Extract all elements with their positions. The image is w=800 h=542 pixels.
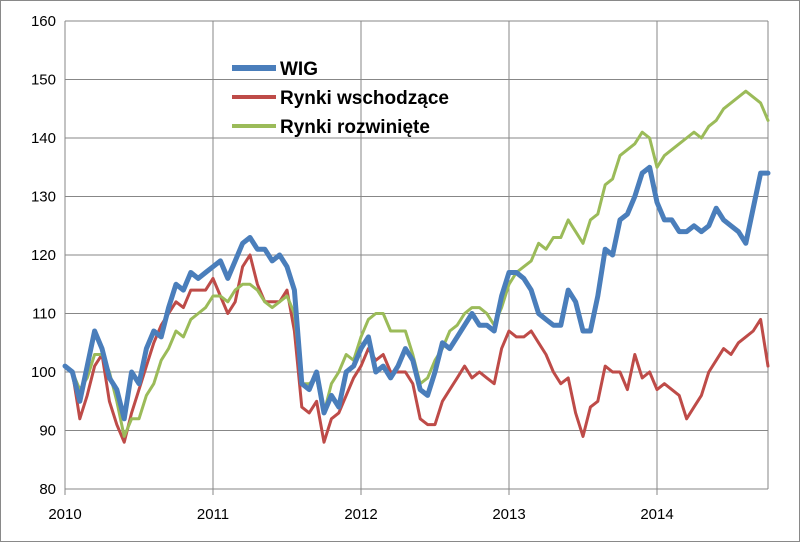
series-group (62, 89, 771, 444)
x-tick-label: 2010 (48, 506, 81, 523)
series-line-0 (62, 164, 771, 422)
y-tick-label: 100 (31, 364, 56, 381)
x-tick-label: 2012 (344, 506, 377, 523)
y-tick-label: 90 (39, 423, 56, 440)
y-tick-label: 160 (31, 13, 56, 30)
y-tick-label: 110 (32, 306, 56, 323)
y-tick-label: 140 (31, 130, 56, 147)
legend-label: Rynki wschodzące (280, 88, 449, 109)
y-tick-label: 130 (31, 189, 56, 206)
legend-label: WIG (280, 59, 318, 80)
series-line-1 (63, 253, 770, 444)
y-tick-label: 150 (31, 72, 56, 89)
legend-label: Rynki rozwinięte (280, 117, 430, 138)
x-tick-label: 2013 (492, 506, 525, 523)
y-tick-label: 80 (39, 481, 56, 498)
y-tick-label: 120 (31, 247, 56, 264)
axes: 80 90 100 110 120 130 140 150 160 2010 2011 2012 201… (31, 13, 768, 523)
x-tick-label: 2011 (197, 506, 229, 523)
x-tick-label: 2014 (640, 506, 673, 523)
legend: WIG Rynki wschodzące Rynki rozwinięte (232, 59, 449, 138)
